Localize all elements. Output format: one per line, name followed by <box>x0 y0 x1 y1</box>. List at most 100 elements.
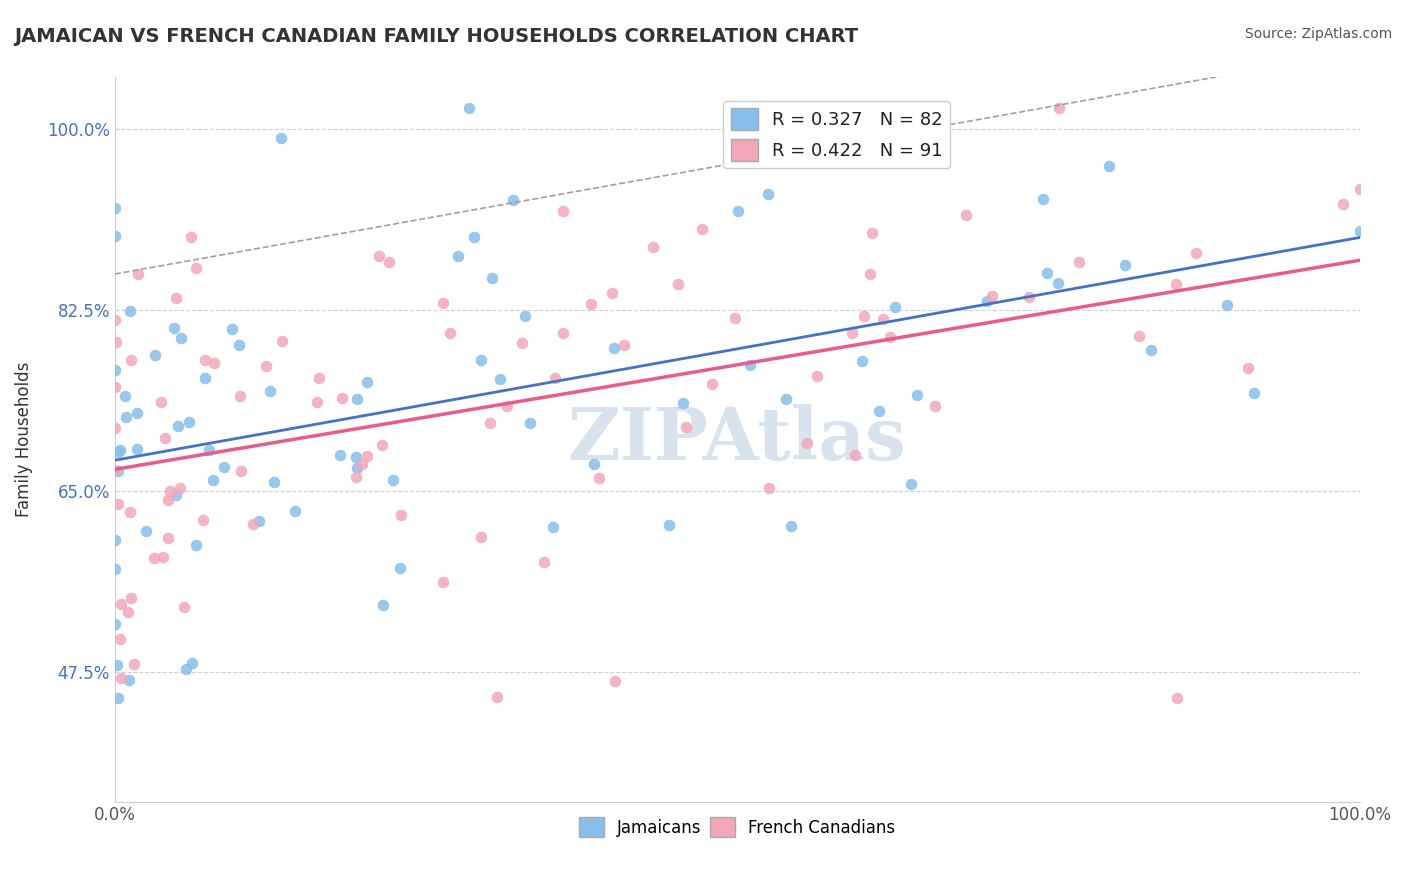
Point <box>470 352 492 367</box>
Point <box>582 457 605 471</box>
Point <box>551 203 574 218</box>
Point <box>796 435 818 450</box>
Point <box>519 416 541 430</box>
Point <box>104 313 127 327</box>
Point <box>127 268 149 282</box>
Point <box>702 376 724 391</box>
Point <box>1069 255 1091 269</box>
Point <box>512 336 534 351</box>
Point <box>924 399 946 413</box>
Point <box>145 348 167 362</box>
Point <box>1216 298 1239 312</box>
Point <box>110 442 132 457</box>
Point <box>163 321 186 335</box>
Point <box>356 375 378 389</box>
Point <box>1018 290 1040 304</box>
Point <box>191 513 214 527</box>
Point <box>541 520 564 534</box>
Point <box>860 226 883 240</box>
Point <box>194 353 217 368</box>
Point <box>104 363 127 377</box>
Point <box>382 473 405 487</box>
Point <box>242 517 264 532</box>
Point <box>1128 329 1150 343</box>
Point <box>169 481 191 495</box>
Point <box>806 368 828 383</box>
Point <box>481 270 503 285</box>
Point <box>1047 276 1070 290</box>
Point <box>118 303 141 318</box>
Point <box>105 334 128 349</box>
Point <box>247 514 270 528</box>
Point <box>104 562 127 576</box>
Y-axis label: Family Households: Family Households <box>15 362 32 517</box>
Point <box>643 240 665 254</box>
Point <box>884 300 907 314</box>
Point <box>107 497 129 511</box>
Point <box>181 656 204 670</box>
Point <box>603 674 626 689</box>
Point <box>221 322 243 336</box>
Point <box>356 449 378 463</box>
Point <box>600 285 623 300</box>
Point <box>104 229 127 244</box>
Point <box>579 297 602 311</box>
Point <box>1166 691 1188 706</box>
Point <box>588 471 610 485</box>
Point <box>872 311 894 326</box>
Point <box>1185 246 1208 260</box>
Point <box>868 404 890 418</box>
Point <box>107 445 129 459</box>
Point <box>439 326 461 341</box>
Text: JAMAICAN VS FRENCH CANADIAN FAMILY HOUSEHOLDS CORRELATION CHART: JAMAICAN VS FRENCH CANADIAN FAMILY HOUSE… <box>14 27 858 45</box>
Point <box>672 396 695 410</box>
Point <box>105 658 128 673</box>
Point <box>254 359 277 373</box>
Point <box>307 394 329 409</box>
Point <box>104 201 127 215</box>
Point <box>271 334 294 349</box>
Point <box>495 399 517 413</box>
Point <box>202 356 225 370</box>
Point <box>551 326 574 340</box>
Point <box>1348 224 1371 238</box>
Point <box>134 524 156 538</box>
Point <box>118 673 141 688</box>
Point <box>263 475 285 489</box>
Point <box>613 338 636 352</box>
Point <box>229 464 252 478</box>
Point <box>120 352 142 367</box>
Point <box>329 448 352 462</box>
Point <box>120 591 142 605</box>
Point <box>352 457 374 471</box>
Point <box>104 421 127 435</box>
Point <box>110 671 132 685</box>
Point <box>346 392 368 406</box>
Point <box>104 617 127 632</box>
Point <box>371 437 394 451</box>
Point <box>344 470 367 484</box>
Point <box>378 255 401 269</box>
Point <box>1032 192 1054 206</box>
Point <box>108 632 131 647</box>
Point <box>165 488 187 502</box>
Point <box>152 549 174 564</box>
Point <box>159 483 181 498</box>
Point <box>723 311 745 326</box>
Point <box>489 372 512 386</box>
Point <box>727 203 749 218</box>
Point <box>201 474 224 488</box>
Point <box>184 538 207 552</box>
Point <box>859 267 882 281</box>
Point <box>1348 182 1371 196</box>
Point <box>330 392 353 406</box>
Point <box>115 410 138 425</box>
Point <box>104 533 127 547</box>
Point <box>367 250 389 264</box>
Point <box>1331 197 1354 211</box>
Point <box>117 605 139 619</box>
Text: ZIPAtlas: ZIPAtlas <box>568 404 907 475</box>
Legend: Jamaicans, French Canadians: Jamaicans, French Canadians <box>572 810 903 844</box>
Point <box>853 309 876 323</box>
Point <box>104 463 127 477</box>
